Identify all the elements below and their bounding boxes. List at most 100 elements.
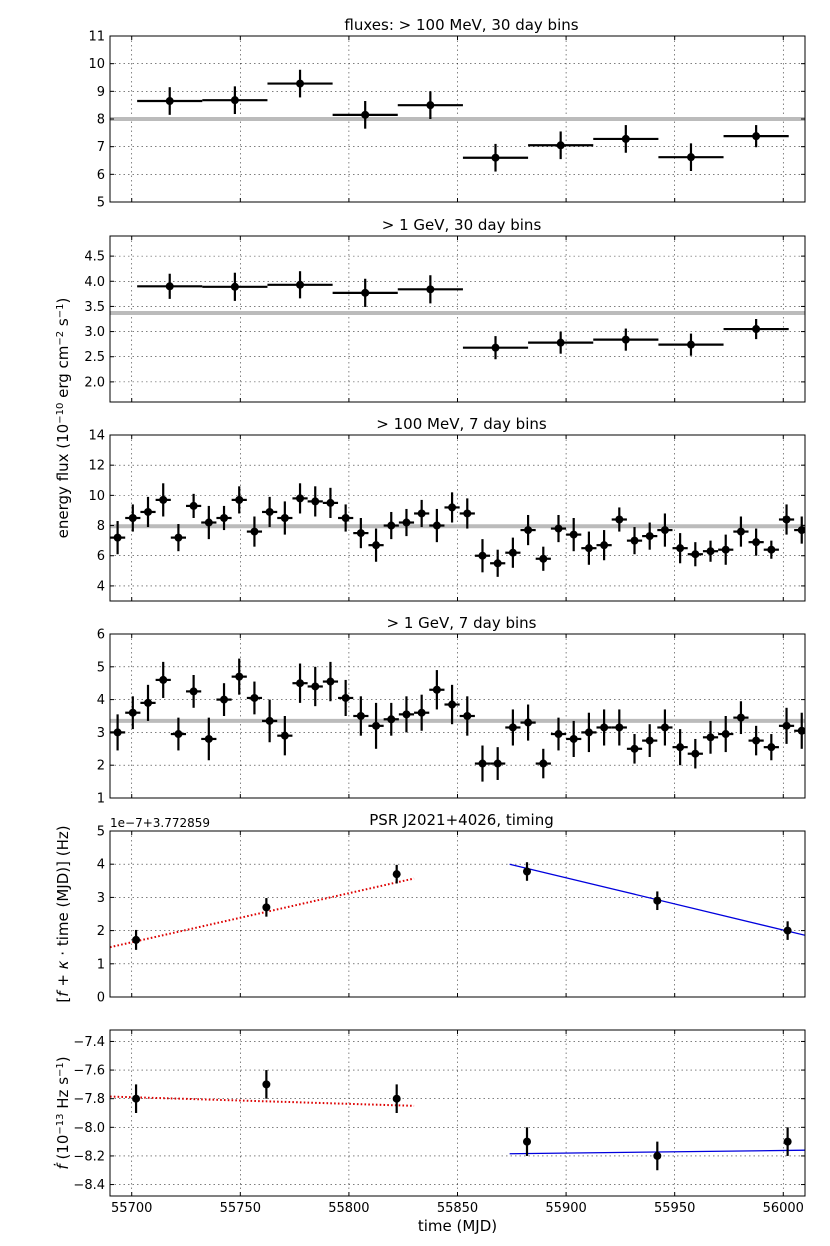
data-point: [170, 717, 187, 751]
data-point: [566, 720, 582, 757]
y-tick-label: 1: [97, 792, 105, 807]
y-tick-label: 6: [97, 168, 105, 183]
data-marker: [204, 518, 213, 527]
data-marker: [402, 518, 411, 527]
data-point: [267, 271, 333, 299]
data-marker: [361, 288, 370, 297]
data-marker: [311, 497, 320, 506]
data-marker: [556, 338, 565, 347]
data-point: [155, 483, 171, 517]
data-point: [520, 514, 536, 546]
data-point: [140, 684, 156, 721]
data-marker: [478, 759, 487, 768]
data-marker: [676, 544, 685, 553]
data-marker: [554, 730, 563, 739]
panel-1: 5 6 7 8 9 10 11 fluxes: > 100 MeV, 30 day bins: [88, 16, 806, 211]
y-axis-label-fdot: ḟ (10−13 Hz s−1): [53, 1056, 72, 1169]
data-point: [397, 91, 463, 119]
data-point: [246, 681, 263, 715]
data-point: [657, 513, 673, 547]
panel-title: > 1 GeV, 30 day bins: [382, 216, 542, 234]
data-marker: [426, 285, 435, 294]
data-point: [392, 864, 401, 884]
data-point: [202, 86, 268, 115]
axes-frame: [109, 633, 806, 799]
data-point: [332, 101, 398, 129]
data-marker: [296, 79, 305, 88]
data-marker: [311, 682, 320, 691]
data-marker: [797, 526, 805, 535]
data-point: [414, 694, 430, 731]
data-point: [392, 1084, 401, 1113]
data-marker: [782, 721, 791, 730]
data-marker: [660, 723, 669, 732]
data-point: [137, 273, 203, 299]
data-marker: [463, 509, 472, 518]
data-marker: [165, 97, 174, 106]
data-marker: [113, 728, 122, 737]
data-point: [262, 496, 278, 528]
data-marker: [539, 554, 548, 563]
data-marker: [621, 335, 630, 344]
data-point: [723, 125, 789, 148]
data-marker: [250, 693, 259, 702]
data-point: [505, 709, 521, 746]
data-marker: [128, 514, 137, 522]
data-marker: [387, 715, 396, 724]
y-tick-label: 6: [97, 628, 105, 643]
data-point: [490, 549, 506, 577]
data-marker: [491, 343, 500, 352]
data-marker: [341, 693, 350, 702]
data-point: [657, 709, 673, 746]
data-marker: [554, 524, 563, 533]
y-tick-label: 5: [97, 660, 105, 675]
data-point: [338, 679, 354, 716]
data-point: [132, 1084, 141, 1113]
data-point: [462, 143, 529, 172]
y-tick-label: −7.4: [73, 1035, 105, 1050]
data-marker: [478, 551, 487, 560]
x-tick-label: 55800: [328, 1201, 369, 1216]
data-marker: [387, 521, 396, 530]
data-marker: [783, 1137, 792, 1146]
data-marker: [361, 110, 370, 119]
data-marker: [782, 515, 791, 524]
data-point: [718, 716, 734, 753]
y-tick-label: 4: [97, 858, 105, 873]
data-point: [125, 696, 141, 730]
x-tick-label: 55850: [437, 1201, 478, 1216]
data-point: [398, 696, 415, 733]
data-point: [733, 516, 749, 547]
x-tick-label: 55750: [220, 1201, 261, 1216]
data-point: [231, 486, 247, 514]
data-marker: [326, 498, 335, 507]
data-marker: [296, 280, 305, 289]
y-tick-label: 9: [97, 85, 105, 100]
data-marker: [132, 935, 141, 944]
data-point: [658, 333, 724, 356]
data-marker: [220, 695, 229, 704]
data-marker: [432, 521, 441, 530]
data-point: [414, 499, 430, 528]
data-point: [626, 527, 643, 555]
data-marker: [132, 1094, 141, 1103]
data-point: [581, 531, 597, 565]
data-point: [231, 658, 247, 695]
panel-3: 4 6 8 10 12 14 > 100 MeV, 7 day bins: [88, 415, 806, 602]
data-point: [596, 530, 612, 561]
data-point: [523, 862, 531, 881]
data-point: [658, 143, 724, 172]
axes-frame: [109, 830, 806, 998]
data-marker: [676, 743, 685, 752]
panel-title: > 1 GeV, 7 day bins: [387, 614, 537, 632]
data-point: [718, 534, 734, 565]
panel-title: fluxes: > 100 MeV, 30 day bins: [344, 16, 578, 34]
data-marker: [645, 532, 654, 541]
data-point: [267, 69, 333, 98]
data-point: [783, 921, 792, 940]
y-tick-label: 6: [97, 549, 105, 564]
data-marker: [752, 325, 761, 334]
data-point: [748, 528, 764, 556]
data-marker: [262, 1080, 271, 1089]
data-point: [723, 319, 789, 340]
